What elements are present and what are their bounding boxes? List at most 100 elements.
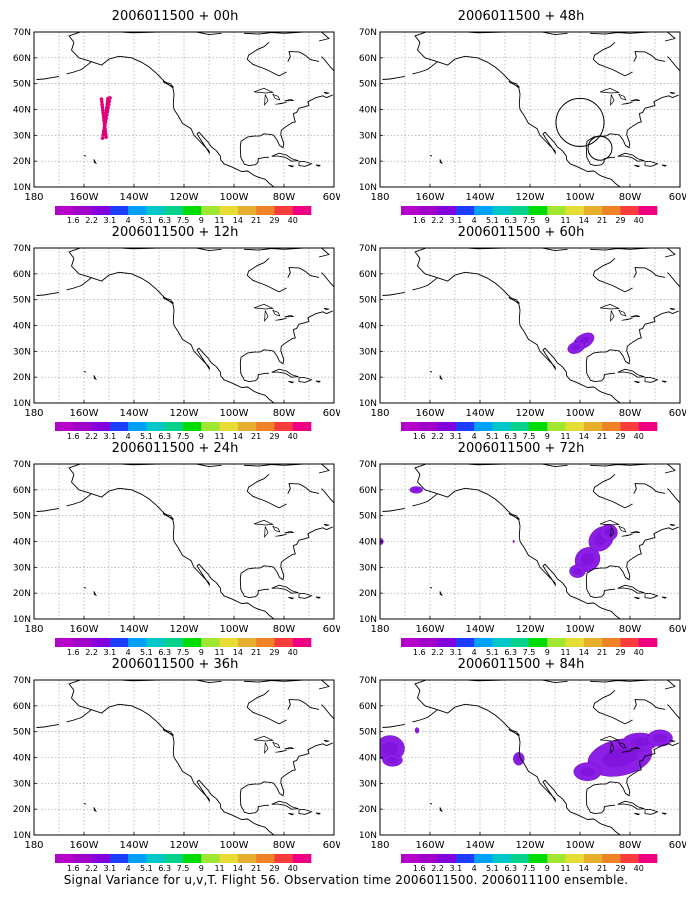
colorbar-swatch [620, 638, 640, 647]
island [323, 308, 330, 311]
colorbar-label: 29 [615, 648, 625, 655]
lat-tick-label: 60N [359, 702, 377, 712]
lat-tick-label: 70N [13, 244, 31, 254]
colorbar-swatch [401, 422, 420, 431]
colorbar-label: 11 [560, 216, 570, 223]
island [669, 524, 676, 527]
colorbar-label: 1.6 [413, 216, 426, 223]
map-svg: 10N 20N 30N 40N 50N 60N 70N 180 160W 140W 120W 100W… [13, 28, 340, 223]
colorbar-swatch [620, 854, 640, 863]
lake [599, 303, 621, 310]
colorbar-label: 4 [472, 432, 477, 439]
lake [284, 531, 294, 534]
colorbar-swatch [73, 422, 92, 431]
colorbar-label: 5.1 [140, 432, 153, 439]
island [661, 380, 667, 383]
panel-title: 2006011500 + 48h [457, 9, 585, 24]
island [681, 80, 686, 92]
observation-point [106, 106, 110, 110]
coastline [246, 257, 287, 293]
colorbar-label: 1.6 [67, 648, 80, 655]
colorbar-label: 1.6 [413, 864, 426, 871]
coastline [318, 32, 330, 42]
island [661, 164, 667, 167]
coastline [71, 258, 275, 403]
colorbar-swatch [128, 638, 147, 647]
island [83, 803, 87, 805]
island [644, 160, 659, 167]
colorbar-swatch [583, 422, 603, 431]
colorbar-swatch [73, 206, 92, 215]
coastline [246, 41, 287, 77]
colorbar-label: 29 [269, 432, 279, 439]
lon-tick-label: 160W [70, 624, 99, 635]
island [644, 808, 659, 815]
colorbar-label: 14 [579, 216, 589, 223]
lat-tick-label: 10N [13, 831, 31, 841]
coastline [592, 257, 633, 293]
island [335, 296, 340, 308]
map-panel-00h: 2006011500 + 00h 10N 20N 30N 40N 50N 60N 70N 18… [10, 8, 340, 223]
colorbar-swatch [109, 854, 129, 863]
panel-title: 2006011500 + 00h [111, 9, 239, 24]
lat-tick-label: 30N [359, 563, 377, 573]
colorbar-swatch [492, 206, 512, 215]
island [323, 524, 330, 527]
lat-tick-label: 40N [13, 538, 31, 548]
lat-tick-label: 40N [359, 538, 377, 548]
map-content [34, 680, 334, 835]
map-panel-48h: 2006011500 + 48h 10N 20N 30N 40N 50N 60N 70N 18… [356, 8, 686, 223]
lon-tick-label: 100W [566, 624, 595, 635]
colorbar-label: 2.2 [431, 216, 444, 223]
colorbar-swatch [55, 638, 74, 647]
signal-variance-core [580, 553, 595, 566]
lat-tick-label: 40N [13, 322, 31, 332]
island [439, 375, 443, 380]
colorbar-swatch [547, 422, 566, 431]
coastline [66, 709, 92, 723]
colorbar-label: 21 [251, 648, 261, 655]
lat-tick-label: 20N [13, 805, 31, 815]
coastline [68, 248, 160, 259]
colorbar-swatch [602, 638, 621, 647]
colorbar-swatch [583, 206, 603, 215]
island [288, 380, 295, 384]
island [298, 376, 313, 383]
colorbar-swatch [201, 638, 220, 647]
lon-tick-label: 180 [24, 840, 43, 851]
signal-variance-core [602, 747, 638, 768]
coastline [417, 42, 621, 187]
observation-point [107, 99, 112, 104]
lat-tick-label: 60N [13, 270, 31, 280]
island [162, 81, 174, 88]
colorbar-swatch [547, 638, 566, 647]
signal-variance-core [579, 767, 596, 777]
coastline [321, 56, 334, 72]
colorbar-swatch [583, 854, 603, 863]
colorbar-label: 14 [579, 648, 589, 655]
coastline [196, 32, 222, 36]
lat-tick-label: 50N [13, 80, 31, 90]
signal-variance-core [653, 733, 667, 743]
coastline [414, 464, 506, 475]
colorbar-swatch [638, 422, 658, 431]
coastline [321, 488, 334, 504]
lon-tick-label: 140W [120, 408, 149, 419]
map-panel-72h: 2006011500 + 72h 10N 20N 30N 40N 50N 60N 70N 18… [356, 440, 686, 655]
coastline [68, 680, 160, 691]
lon-tick-label: 160W [416, 840, 445, 851]
lon-tick-label: 180 [24, 408, 43, 419]
colorbar-swatch [638, 854, 658, 863]
coastline [246, 473, 287, 509]
colorbar-swatch [529, 854, 548, 863]
colorbar-swatch [292, 638, 312, 647]
lon-tick-label: 100W [220, 192, 249, 203]
colorbar-label: 4 [126, 648, 131, 655]
island [617, 368, 645, 378]
map-content [380, 464, 680, 619]
colorbar-swatch [565, 638, 585, 647]
colorbar-label: 9 [199, 648, 204, 655]
island [661, 812, 667, 815]
colorbar-label: 6.3 [504, 864, 517, 871]
colorbar-label: 6.3 [158, 864, 171, 871]
